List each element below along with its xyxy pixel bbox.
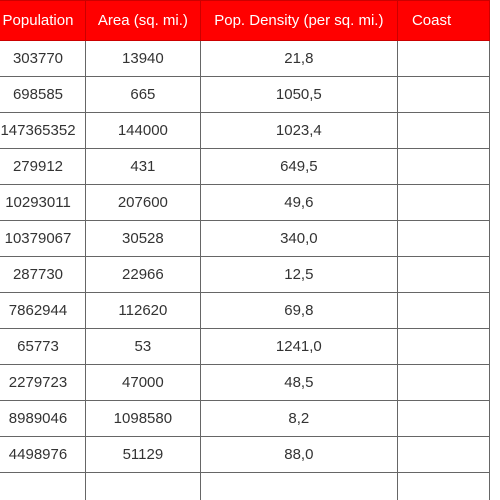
cell-coast (396, 292, 491, 329)
cell-area (85, 472, 201, 500)
cell-coast (396, 364, 491, 401)
cell-area: 13940 (85, 40, 201, 77)
column-header-population[interactable]: Population (0, 0, 87, 41)
cell-population: 10293011 (0, 184, 87, 221)
cell-area: 112620 (85, 292, 201, 329)
cell-population: 698585 (0, 76, 87, 113)
table-row (0, 472, 491, 500)
cell-area: 51129 (85, 436, 201, 473)
cell-pop-density: 48,5 (199, 364, 398, 401)
table-row: 10293011 207600 49,6 (0, 184, 491, 221)
table-row: 279912 431 649,5 (0, 148, 491, 185)
cell-area: 431 (85, 148, 201, 185)
cell-population: 4498976 (0, 436, 87, 473)
table-row: 698585 665 1050,5 (0, 76, 491, 113)
cell-area: 30528 (85, 220, 201, 257)
column-header-pop-density[interactable]: Pop. Density (per sq. mi.) (199, 0, 398, 41)
cell-area: 53 (85, 328, 201, 365)
cell-population: 279912 (0, 148, 87, 185)
cell-population: 65773 (0, 328, 87, 365)
cell-area: 207600 (85, 184, 201, 221)
cell-coast (396, 112, 491, 149)
cell-coast (396, 256, 491, 293)
cell-population: 2279723 (0, 364, 87, 401)
cell-pop-density: 1023,4 (199, 112, 398, 149)
cell-population: 287730 (0, 256, 87, 293)
cell-population: 8989046 (0, 400, 87, 437)
table-row: 8989046 1098580 8,2 (0, 400, 491, 437)
cell-pop-density: 1241,0 (199, 328, 398, 365)
cell-coast (396, 472, 491, 500)
cell-pop-density: 88,0 (199, 436, 398, 473)
cell-pop-density: 49,6 (199, 184, 398, 221)
cell-coast (396, 400, 491, 437)
cell-pop-density: 12,5 (199, 256, 398, 293)
table-row: 4498976 51129 88,0 (0, 436, 491, 473)
cell-coast (396, 76, 491, 113)
cell-pop-density: 649,5 (199, 148, 398, 185)
cell-pop-density: 21,8 (199, 40, 398, 77)
cell-coast (396, 220, 491, 257)
cell-coast (396, 436, 491, 473)
cell-pop-density (199, 472, 398, 500)
table-row: 7862944 112620 69,8 (0, 292, 491, 329)
cell-area: 1098580 (85, 400, 201, 437)
table-row: 10379067 30528 340,0 (0, 220, 491, 257)
cell-area: 144000 (85, 112, 201, 149)
cell-area: 47000 (85, 364, 201, 401)
cell-area: 665 (85, 76, 201, 113)
cell-population (0, 472, 87, 500)
table-row: 65773 53 1241,0 (0, 328, 491, 365)
cell-pop-density: 69,8 (199, 292, 398, 329)
cell-coast (396, 328, 491, 365)
cell-pop-density: 8,2 (199, 400, 398, 437)
column-header-coast[interactable]: Coast (396, 0, 491, 41)
column-header-area[interactable]: Area (sq. mi.) (85, 0, 201, 41)
table-row: 303770 13940 21,8 (0, 40, 491, 77)
cell-coast (396, 148, 491, 185)
cell-population: 7862944 (0, 292, 87, 329)
cell-area: 22966 (85, 256, 201, 293)
table-row: 147365352 144000 1023,4 (0, 112, 491, 149)
cell-coast (396, 184, 491, 221)
cell-pop-density: 1050,5 (199, 76, 398, 113)
cell-pop-density: 340,0 (199, 220, 398, 257)
cell-population: 303770 (0, 40, 87, 77)
cell-population: 10379067 (0, 220, 87, 257)
table-row: 2279723 47000 48,5 (0, 364, 491, 401)
table-row: 287730 22966 12,5 (0, 256, 491, 293)
table-header-row: Population Area (sq. mi.) Pop. Density (… (0, 0, 491, 41)
cell-coast (396, 40, 491, 77)
cell-population: 147365352 (0, 112, 87, 149)
